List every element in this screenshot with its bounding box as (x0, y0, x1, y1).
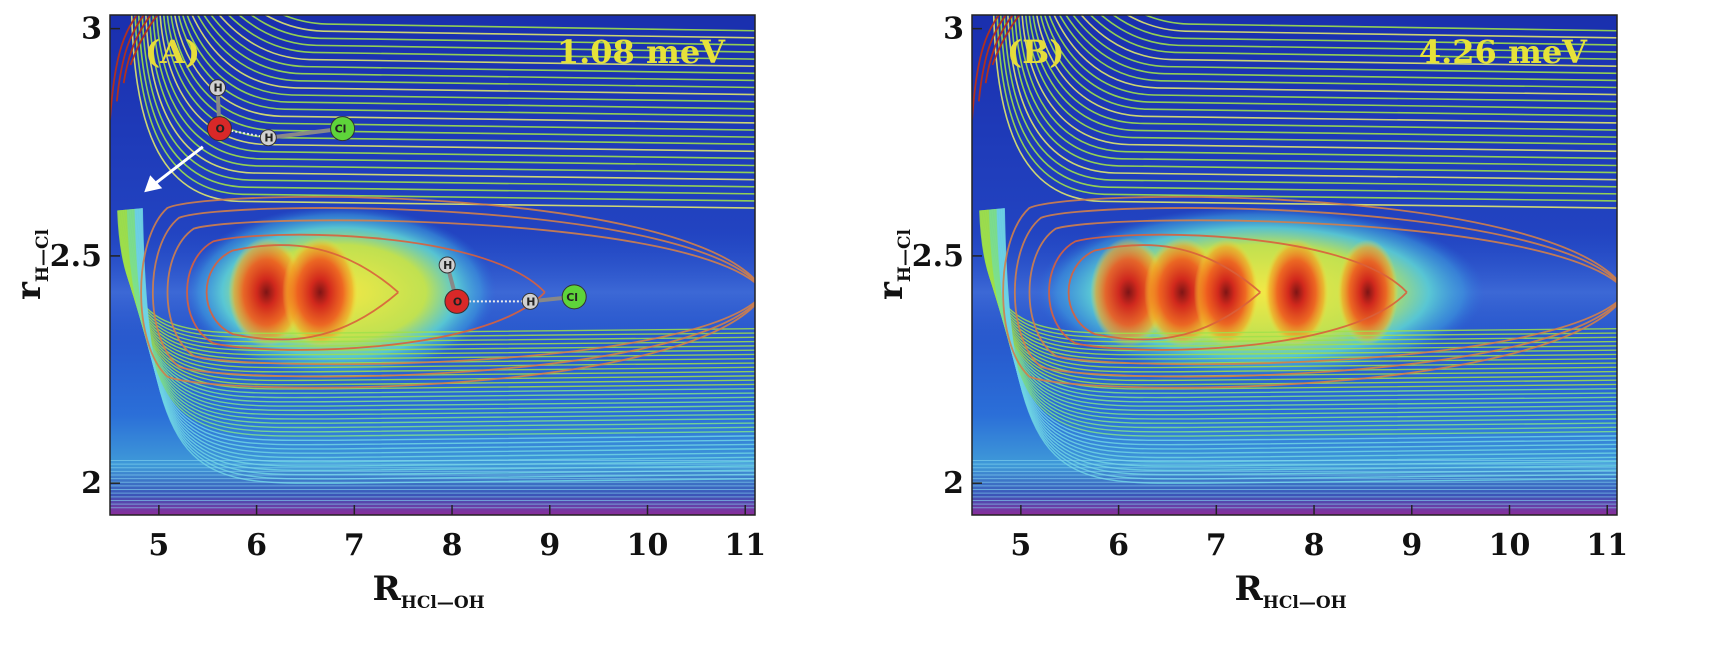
atom-h (259, 129, 277, 147)
x-tick-label: 5 (1010, 528, 1031, 563)
panel-label: (B) (1007, 33, 1064, 71)
contour-lines (972, 15, 1617, 509)
atom-cl (330, 116, 356, 142)
wavefunction-lobe (1337, 239, 1399, 346)
energy-label: 1.08 meV (557, 33, 726, 71)
atom-label: H (264, 132, 273, 145)
plot-frame (109, 14, 756, 516)
x-tick-label: 11 (724, 528, 766, 563)
atom-label: H (526, 295, 535, 308)
plot-area (972, 15, 1617, 515)
atom-label: H (443, 259, 452, 272)
atom-o (444, 288, 470, 314)
y-tick-label: 2 (81, 466, 102, 501)
atom-h (521, 292, 539, 310)
y-tick-label: 3 (943, 12, 964, 47)
atom-label: Cl (566, 291, 578, 304)
x-tick-label: 7 (344, 528, 365, 563)
atom-o (206, 116, 232, 142)
plot-frame (971, 14, 1618, 516)
molecule-diagram: H O H Cl (438, 256, 587, 314)
atom-h (438, 256, 456, 274)
plot-area: H O H Cl H O H Cl (110, 15, 755, 515)
y-axis-label: rH—Cl (9, 228, 53, 300)
y-tick-label: 2.5 (912, 239, 964, 274)
wavefunction-lobe (1264, 238, 1329, 346)
direction-arrow (144, 145, 204, 193)
x-tick-label: 5 (148, 528, 169, 563)
x-axis-label: RHCl—OH (1235, 569, 1347, 613)
x-tick-label: 6 (1108, 528, 1129, 563)
molecule-diagram: H O H Cl (206, 79, 356, 147)
y-tick-label: 2.5 (50, 239, 102, 274)
y-axis-label: rH—Cl (871, 228, 915, 300)
y-tick-label: 3 (81, 12, 102, 47)
atom-label: O (453, 295, 462, 308)
atom-cl (561, 284, 587, 310)
panel-a: H O H Cl H O H Cl (A) 1.08 meV 5 6 7 8 9 10 11 2 2.5 3 RHCl—… (9, 12, 766, 613)
panel-b: (B) 4.26 meV 5 6 7 8 9 10 11 2 2.5 3 RHCl—OH rH—Cl (862, 0, 1724, 665)
x-tick-label: 8 (1304, 528, 1325, 563)
atom-label: H (214, 82, 223, 95)
contour-lines (110, 15, 755, 509)
atom-label: Cl (335, 123, 347, 136)
x-tick-label: 9 (1401, 528, 1422, 563)
atom-label: O (215, 123, 224, 136)
wavefunction-lobe (1193, 238, 1259, 346)
x-tick-label: 10 (1489, 528, 1531, 563)
x-tick-label: 9 (539, 528, 560, 563)
panel-label: (A) (145, 33, 200, 71)
chart-b: (B) 4.26 meV 5 6 7 8 9 10 11 2 2.5 3 RHCl—OH rH—Cl (871, 12, 1628, 613)
x-axis-label: RHCl—OH (373, 569, 485, 613)
chart-a: H O H Cl H O H Cl (A) 1.08 meV 5 6 7 8 9 10 11 2 2.5 3 RHCl—… (9, 12, 766, 613)
wavefunction-lobe (282, 237, 359, 347)
x-tick-label: 11 (1586, 528, 1628, 563)
x-tick-label: 7 (1206, 528, 1227, 563)
atom-h (209, 79, 226, 97)
wavefunction-lobe (1090, 237, 1167, 347)
wavefunction-lobe (228, 237, 305, 347)
x-tick-label: 10 (627, 528, 669, 563)
energy-label: 4.26 meV (1419, 33, 1588, 71)
y-tick-label: 2 (943, 466, 964, 501)
x-tick-label: 6 (246, 528, 267, 563)
x-tick-label: 8 (442, 528, 463, 563)
